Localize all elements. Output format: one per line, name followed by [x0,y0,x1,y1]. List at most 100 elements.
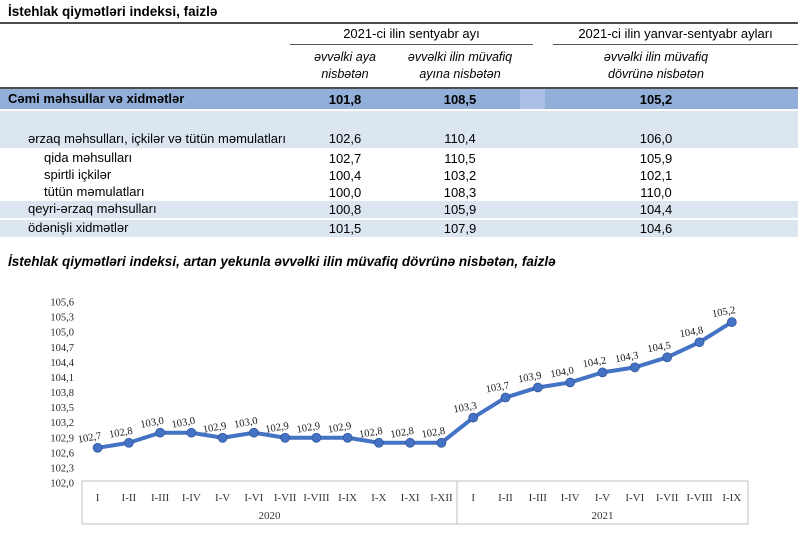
data-point-marker [405,437,415,448]
x-axis-category-label: I-II [122,492,137,504]
y-axis-tick-label: 102,6 [50,448,74,459]
x-axis-category-label: I-IV [182,492,201,504]
cell-value: 101,8 [328,91,362,107]
x-axis-category-label: I-IX [722,492,741,504]
data-point-label: 102,8 [108,426,133,441]
y-axis-tick-label: 103,8 [50,388,74,399]
row-label: Cəmi məhsullar və xidmətlər [8,90,185,106]
cell-value: 108,3 [443,185,477,200]
x-axis-category-label: I-X [371,492,386,504]
x-axis-category-label: I-VIII [303,492,330,504]
group-header-september: 2021-ci ilin sentyabr ayı [290,24,533,45]
cell-spacer [520,111,545,148]
x-axis-category-label: I-III [151,492,170,504]
x-axis-category-label: I-XI [401,492,420,504]
data-point-label: 103,3 [453,401,478,416]
cell-value: 100,4 [328,168,362,183]
cell-value: 101,5 [328,221,362,236]
data-point-label: 104,3 [614,350,639,365]
table-row-alcoholic-drinks: spirtli içkilər 100,4 103,2 102,1 [0,167,798,184]
data-point-label: 104,2 [582,355,607,370]
x-axis-category-label: I-VI [625,492,644,504]
data-point-label: 104,0 [550,365,575,380]
data-point-marker [124,437,134,448]
group-header-jan-sep: 2021-ci ilin yanvar-sentyabr ayları [553,24,798,45]
cell-value: 110,5 [444,151,476,166]
x-axis-category-label: I-XII [430,492,453,504]
data-point-label: 102,7 [77,431,102,446]
data-point-marker [249,427,259,438]
table-row-non-food: qeyri-ərzaq məhsulları 100,8 105,9 104,4 [0,201,798,218]
x-axis-category-label: I-V [215,492,230,504]
cell-value: 100,8 [328,202,362,217]
subheader-spacer [0,45,290,87]
x-axis-year-label: 2021 [592,510,614,522]
data-point-marker [217,432,228,443]
data-point-marker [280,432,290,443]
cell-value: 100,0 [328,185,362,200]
data-point-marker [186,427,197,438]
subheader-vs-same-month: əvvəlki ilin müvafiq ayına nisbətən [407,49,513,82]
x-axis-category-label: I-VI [244,492,263,504]
cpi-line-chart: 102,0 102,3 102,6 102,9 103,2 103,5 103,8 104,1… [0,288,800,550]
cell-value: 108,5 [443,91,477,107]
data-point-label: 103,7 [485,381,510,396]
data-point-label: 102,9 [202,421,227,436]
x-axis-category-label: I-VIII [686,492,713,504]
cpi-table: 2021-ci ilin sentyabr ayı 2021-ci ilin y… [0,24,798,237]
data-point-marker [342,432,353,443]
data-point-marker [468,412,479,423]
x-axis-category-label: I-II [498,492,513,504]
cell-spacer [520,167,545,184]
data-point-marker [629,362,640,373]
cell-value: 110,0 [640,185,672,200]
data-point-label: 103,0 [171,416,196,431]
y-axis-tick-label: 104,7 [50,343,74,354]
y-axis-tick-label: 104,1 [50,373,74,384]
row-label: spirtli içkilər [44,167,112,183]
y-axis-tick-label: 102,3 [50,463,74,474]
x-axis-category-label: I-IX [338,492,357,504]
x-axis-category-label: I [471,492,475,504]
data-point-marker [662,352,673,363]
x-axis-category-label: I [96,492,100,504]
data-point-label: 104,5 [647,340,672,355]
cell-spacer [520,184,545,201]
cell-value: 102,1 [639,168,673,183]
row-label: qeyri-ərzaq məhsulları [28,201,157,217]
x-axis-category-label: I-IV [561,492,580,504]
row-label: ərzaq məhsulları, içkilər və tütün məmul… [28,130,286,146]
x-axis-category-label: I-VII [656,492,679,504]
data-point-marker [436,437,447,448]
subheader-vs-prev-month: əvvəlki aya nisbətən [314,49,376,82]
data-point-label: 102,9 [265,421,290,436]
cell-value: 104,6 [639,221,673,236]
y-axis-tick-label: 104,4 [50,358,74,369]
cell-value: 104,4 [639,202,673,217]
cell-spacer [520,220,545,237]
table-group-header-row: 2021-ci ilin sentyabr ayı 2021-ci ilin y… [0,24,798,45]
cell-value: 105,2 [639,91,673,107]
table-row-total: Cəmi məhsullar və xidmətlər 101,8 108,5 … [0,89,798,109]
data-point-marker [694,337,705,348]
cell-value: 102,6 [328,131,362,146]
data-point-marker [565,377,576,388]
data-point-label: 102,8 [358,426,383,441]
data-point-marker [532,382,543,393]
x-axis-year-label: 2020 [259,510,282,522]
x-axis-category-label: I-III [529,492,548,504]
data-point-marker [374,437,384,448]
y-axis-tick-label: 103,2 [50,418,74,429]
chart-title: İstehlak qiymətləri indeksi, artan yekun… [8,254,556,269]
cell-spacer [520,150,545,167]
data-point-label: 102,9 [327,421,352,436]
y-axis-tick-label: 102,0 [50,479,74,490]
line-chart-canvas: 102,0 102,3 102,6 102,9 103,2 103,5 103,8 104,1… [50,298,749,525]
cell-spacer [520,201,545,218]
data-point-label: 102,8 [390,426,415,441]
data-point-label: 103,9 [517,370,542,385]
row-label: ödənişli xidmətlər [28,220,129,236]
table-row-paid-services: ödənişli xidmətlər 101,5 107,9 104,6 [0,220,798,237]
cell-value: 107,9 [443,221,477,236]
